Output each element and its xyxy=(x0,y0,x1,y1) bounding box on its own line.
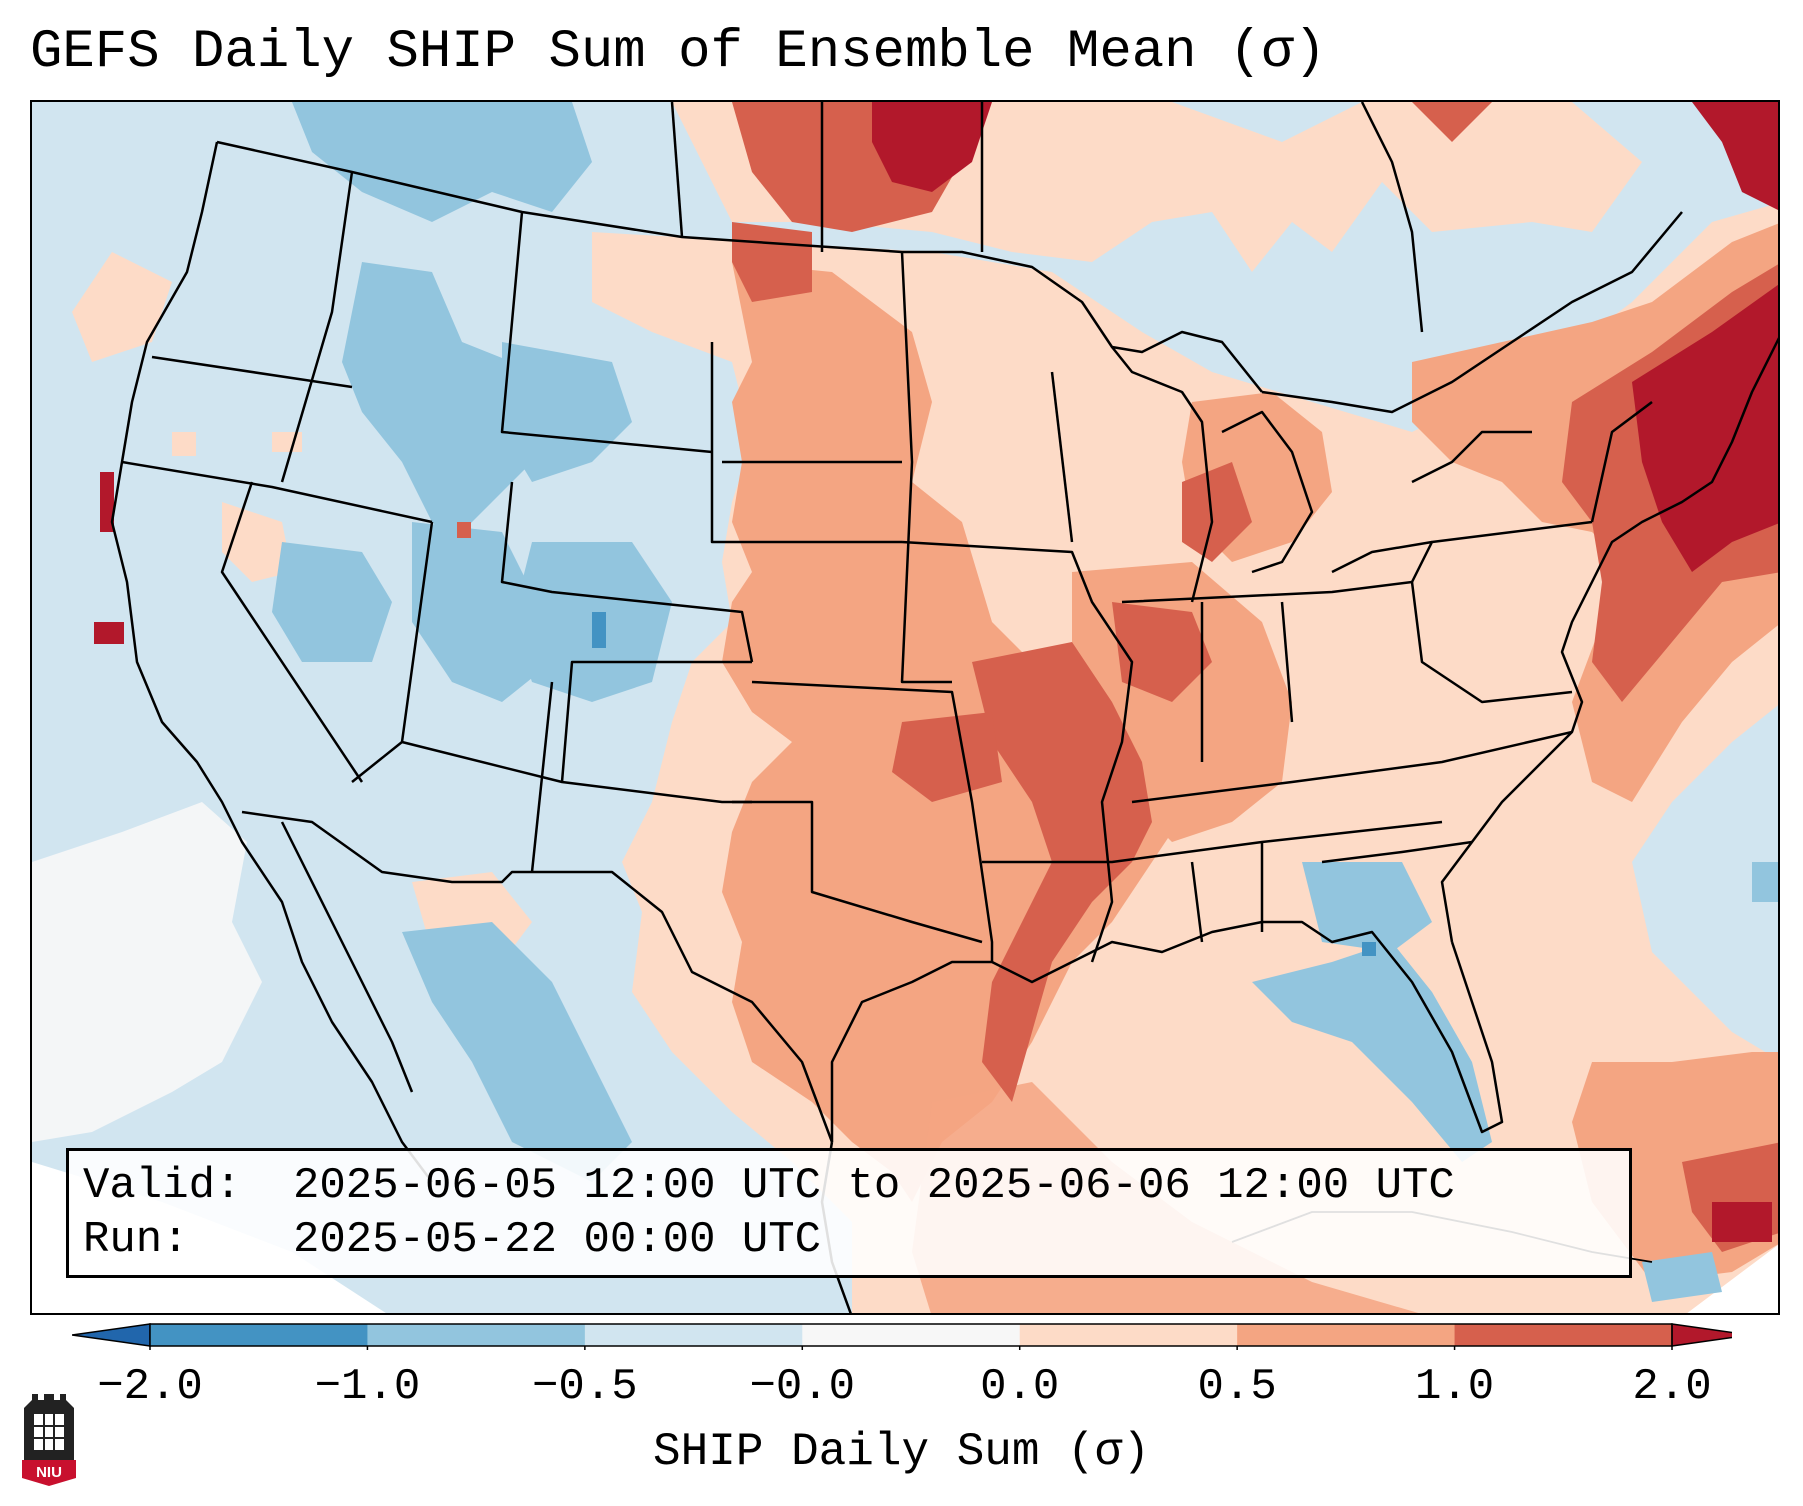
canada-province-line xyxy=(1360,102,1424,333)
state-line-mississippi-river xyxy=(901,540,1134,963)
field-negative-idaho xyxy=(342,262,552,542)
field-weak-positive-norcal xyxy=(172,432,196,456)
field-negative-utah xyxy=(412,522,552,702)
colorbar-tick-label: −1.0 xyxy=(314,1362,421,1412)
field-strong-positive-kansas xyxy=(892,712,1002,802)
colorbar-tick-label: 0.0 xyxy=(980,1362,1060,1412)
logo-text: NIU xyxy=(36,1464,62,1481)
state-line-dakotas xyxy=(710,342,902,544)
field-negative-georgia xyxy=(1302,862,1432,952)
valid-run-box: Valid: 2025-06-05 12:00 UTC to 2025-06-06… xyxy=(66,1148,1632,1278)
field-extreme-positive-pr xyxy=(1712,1202,1772,1242)
map-canvas xyxy=(32,102,1778,1313)
field-extreme-positive-newengland xyxy=(1632,284,1778,572)
colorbar-over-extension xyxy=(1671,1323,1732,1347)
state-line-ks-ok-ar xyxy=(751,680,994,962)
st-lawrence xyxy=(1261,211,1683,414)
state-line-mn-west xyxy=(900,251,952,684)
valid-value: 2025-06-05 12:00 UTC to 2025-06-06 12:00… xyxy=(293,1161,1455,1211)
pacific-coastline xyxy=(110,141,433,1183)
canada-province-line-2 xyxy=(670,102,684,238)
niu-logo: NIU xyxy=(22,1394,76,1486)
state-line-ky-tn-va-nc xyxy=(1131,730,1573,804)
state-line-ga-sc xyxy=(1321,840,1473,864)
gulf-coastline xyxy=(830,920,1504,1142)
colorbar-frame xyxy=(149,1323,1673,1347)
michigan-lower xyxy=(1221,410,1314,574)
colorbar-bin xyxy=(150,1324,368,1346)
state-line-id-wa xyxy=(280,171,354,483)
colorbar-bin xyxy=(1454,1324,1673,1346)
field-extreme-positive-labrador xyxy=(1692,102,1778,210)
field-strong-positive-hudson xyxy=(1412,102,1492,142)
logo-window-grid xyxy=(34,1414,64,1450)
colorbar xyxy=(72,1323,1732,1350)
field-negative-bc xyxy=(292,102,592,222)
colorbar-tick-label: 2.0 xyxy=(1632,1362,1712,1412)
state-line-az-nm xyxy=(530,681,554,873)
run-value: 2025-05-22 00:00 UTC xyxy=(293,1215,822,1265)
state-line-ut-co xyxy=(560,660,752,783)
state-line-ms-al xyxy=(1190,861,1204,943)
map-panel xyxy=(30,100,1780,1315)
lake-michigan-west xyxy=(1111,346,1214,603)
valid-line: Valid: 2025-06-05 12:00 UTC to 2025-06-06… xyxy=(83,1159,1615,1213)
colorbar-tick-label: 1.0 xyxy=(1414,1362,1495,1412)
field-strong-positive-lakemich xyxy=(1182,462,1252,562)
field-weak-positive-pacnw xyxy=(72,252,172,362)
us-mexico-border xyxy=(241,810,834,1143)
atlantic-coastline xyxy=(1440,337,1778,943)
field-negative-mexico xyxy=(402,922,632,1182)
colorbar-under-extension xyxy=(72,1323,151,1347)
colorbar-bin xyxy=(1019,1324,1238,1346)
field-extreme-positive-canada xyxy=(872,102,992,192)
colorbar-ticks: −2.0 −1.0 −0.5 −0.0 0.0 0.5 1.0 2.0 xyxy=(0,1362,1803,1422)
state-line-mt-wy xyxy=(500,211,713,454)
colorbar-label: SHIP Daily Sum (σ) xyxy=(653,1426,1150,1478)
field-extreme-positive-calsea xyxy=(94,622,124,644)
field-negative-wyoming xyxy=(502,342,632,482)
lake-ontario xyxy=(1411,430,1532,484)
colorbar-bin xyxy=(1237,1324,1456,1346)
field-strong-positive-illinois xyxy=(1112,602,1212,702)
colorbar-tick-label: −0.0 xyxy=(749,1362,856,1412)
colorbar-tick-label: −2.0 xyxy=(97,1362,203,1412)
field-negative-florida xyxy=(1252,942,1492,1162)
field-strong-negative-colorado xyxy=(592,612,606,648)
run-line: Run: 2025-05-22 00:00 UTC xyxy=(83,1213,1615,1267)
field-extreme-positive-calcoast xyxy=(100,472,114,532)
state-line-wv-va xyxy=(1410,581,1573,704)
state-line-tn-south xyxy=(982,820,1443,864)
run-label: Run: xyxy=(83,1215,189,1265)
colorbar-bin xyxy=(584,1324,803,1346)
field-neutral-pacific xyxy=(32,802,262,1142)
state-line-wa-or xyxy=(151,355,353,389)
logo-window xyxy=(34,1414,64,1450)
state-line-ny-vt xyxy=(1590,401,1653,523)
state-line-wi-mn xyxy=(1050,371,1074,543)
field-negative-cuba-east xyxy=(1642,1252,1722,1302)
field-negative-nevada xyxy=(272,542,392,662)
map-boundaries xyxy=(110,102,1778,1313)
page-title: GEFS Daily SHIP Sum of Ensemble Mean (σ) xyxy=(30,22,1327,83)
field-weak-positive-oregon xyxy=(272,432,302,452)
state-line-in-oh xyxy=(1280,601,1294,723)
colorbar-tick-label: 0.5 xyxy=(1197,1362,1277,1412)
state-line-or-ca-nv xyxy=(121,460,433,524)
valid-label: Valid: xyxy=(83,1161,242,1211)
baja-peninsula xyxy=(280,821,414,1093)
logo-banner xyxy=(22,1460,76,1486)
state-line-ca-nv xyxy=(220,481,364,783)
state-line-tx-ok xyxy=(732,800,983,944)
field-strong-negative-georgia xyxy=(1362,942,1376,956)
field-positive-utah-pixel xyxy=(457,522,471,538)
field-strong-positive-mississippi xyxy=(972,642,1152,1102)
lake-erie xyxy=(1331,540,1433,574)
state-line-wy-co xyxy=(500,481,754,663)
field-negative-atlantic-pixel xyxy=(1752,862,1778,902)
colorbar-bin xyxy=(367,1324,586,1346)
colorbar-bin xyxy=(802,1324,1021,1346)
colorbar-tick-label: −0.5 xyxy=(532,1362,638,1412)
